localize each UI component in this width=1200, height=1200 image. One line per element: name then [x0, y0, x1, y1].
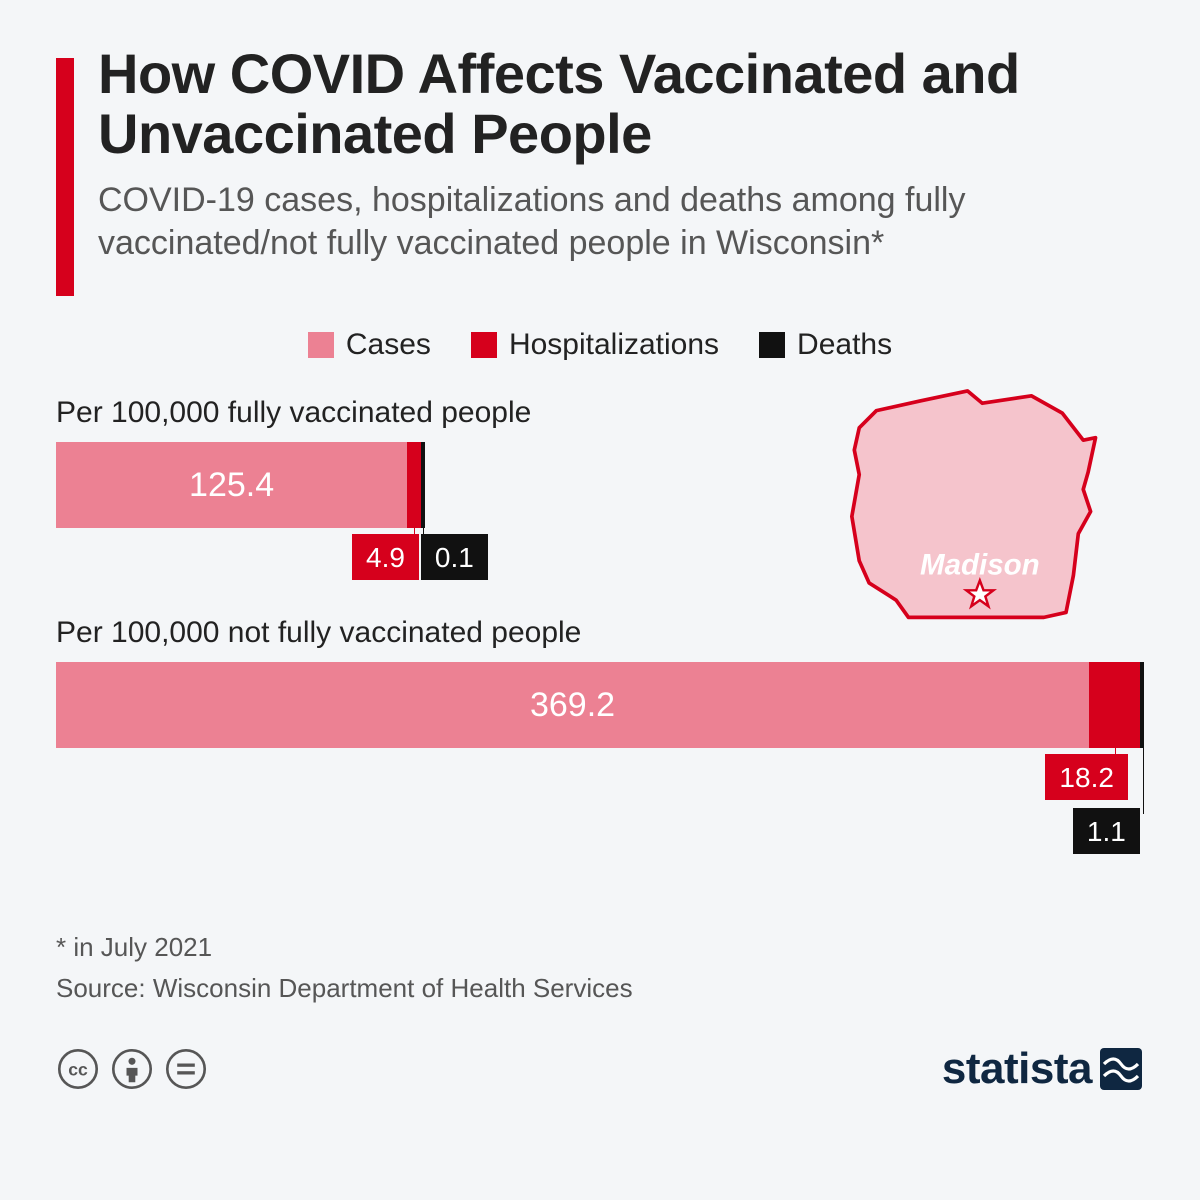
legend-item-cases: Cases [308, 328, 431, 362]
wave-icon [1098, 1046, 1144, 1092]
source: Source: Wisconsin Department of Health S… [56, 973, 1144, 1004]
cc-icon: cc [56, 1047, 100, 1091]
infographic-container: How COVID Affects Vaccinated and Unvacci… [0, 0, 1200, 1118]
footer: cc statista [56, 1044, 1144, 1094]
footnote: * in July 2021 [56, 932, 1144, 963]
by-icon [110, 1047, 154, 1091]
bar-row: 125.4 [56, 442, 1144, 528]
bar-segment-deaths [421, 442, 425, 528]
legend-label: Cases [346, 328, 431, 362]
legend-item-hosp: Hospitalizations [471, 328, 719, 362]
callout-deaths: 1.1 [1073, 808, 1140, 854]
bar-value-label: 369.2 [530, 686, 615, 725]
bar-segment-deaths [1140, 662, 1144, 748]
legend-swatch [759, 332, 785, 358]
accent-bar [56, 58, 74, 296]
page-title: How COVID Affects Vaccinated and Unvacci… [98, 44, 1144, 165]
chart-area: Madison Per 100,000 fully vaccinated peo… [56, 396, 1144, 868]
callout-hosp: 4.9 [352, 534, 419, 580]
callout-hosp: 18.2 [1045, 754, 1128, 800]
callout-connector [1143, 744, 1144, 814]
bar-segment-hosp [407, 442, 421, 528]
title-row: How COVID Affects Vaccinated and Unvacci… [56, 44, 1144, 296]
bar-segment-hosp [1089, 662, 1140, 748]
subtitle: COVID-19 cases, hospitalizations and dea… [98, 179, 1144, 266]
license-badges: cc [56, 1047, 208, 1091]
callouts: 4.90.1 [56, 528, 1144, 594]
callout-deaths: 0.1 [421, 534, 488, 580]
nd-icon [164, 1047, 208, 1091]
legend-swatch [308, 332, 334, 358]
bar-row: 369.2 [56, 662, 1144, 748]
bar-segment-cases: 369.2 [56, 662, 1089, 748]
legend-label: Hospitalizations [509, 328, 719, 362]
bar-segment-cases: 125.4 [56, 442, 407, 528]
statista-logo: statista [942, 1044, 1144, 1094]
legend-swatch [471, 332, 497, 358]
logo-text: statista [942, 1044, 1092, 1094]
bar-value-label: 125.4 [189, 466, 274, 505]
svg-text:cc: cc [68, 1060, 88, 1080]
callouts: 18.2 1.1 [56, 748, 1144, 868]
